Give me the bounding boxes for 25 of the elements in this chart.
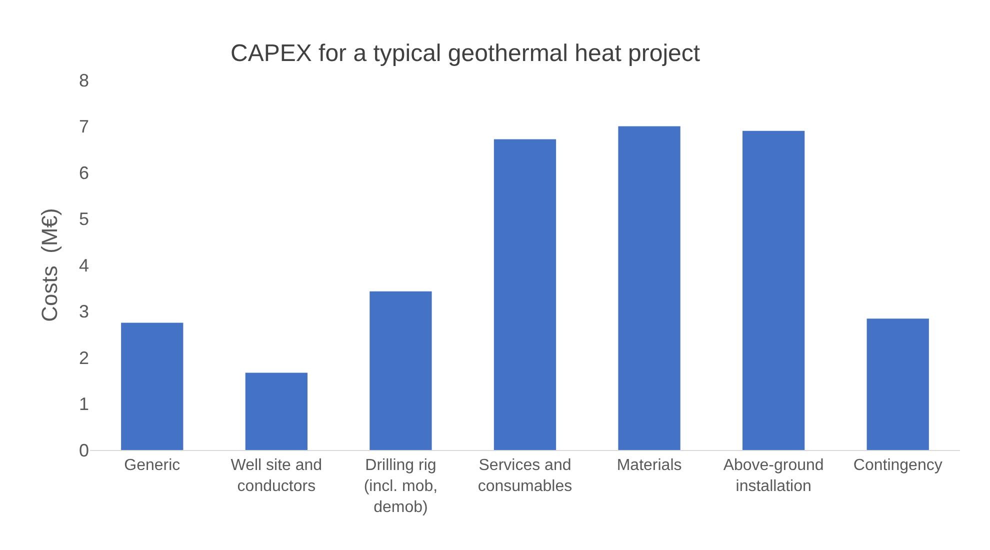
y-tick-label: 3: [78, 302, 89, 322]
y-tick-label: 0: [78, 440, 89, 460]
x-tick-label: Services and consumables: [478, 457, 572, 495]
x-tick-label: Generic: [124, 457, 180, 474]
y-tick-label: 1: [78, 394, 89, 414]
bar: [370, 291, 432, 450]
y-axis-title: Costs (M€): [36, 208, 62, 322]
y-tick-label: 8: [78, 70, 89, 90]
bar: [866, 318, 929, 450]
bar: [494, 139, 556, 450]
y-tick-label: 4: [78, 255, 89, 276]
y-tick-label: 5: [78, 209, 89, 230]
y-tick-label: 6: [78, 162, 89, 183]
x-tick-label: Above-ground installation: [723, 457, 824, 495]
x-tick-label: Materials: [616, 457, 682, 474]
x-tick-label: Drilling rig (incl. mob, demob): [364, 457, 438, 516]
bar: [618, 126, 680, 450]
bar: [245, 372, 308, 450]
x-tick-label: Contingency: [853, 457, 942, 474]
y-tick-label: 2: [78, 348, 89, 368]
bar: [742, 130, 805, 450]
x-tick-label: Well site and conductors: [230, 457, 322, 495]
y-tick-label: 7: [78, 116, 89, 137]
bar: [121, 322, 184, 450]
chart-title: CAPEX for a typical geothermal heat project: [230, 40, 700, 67]
